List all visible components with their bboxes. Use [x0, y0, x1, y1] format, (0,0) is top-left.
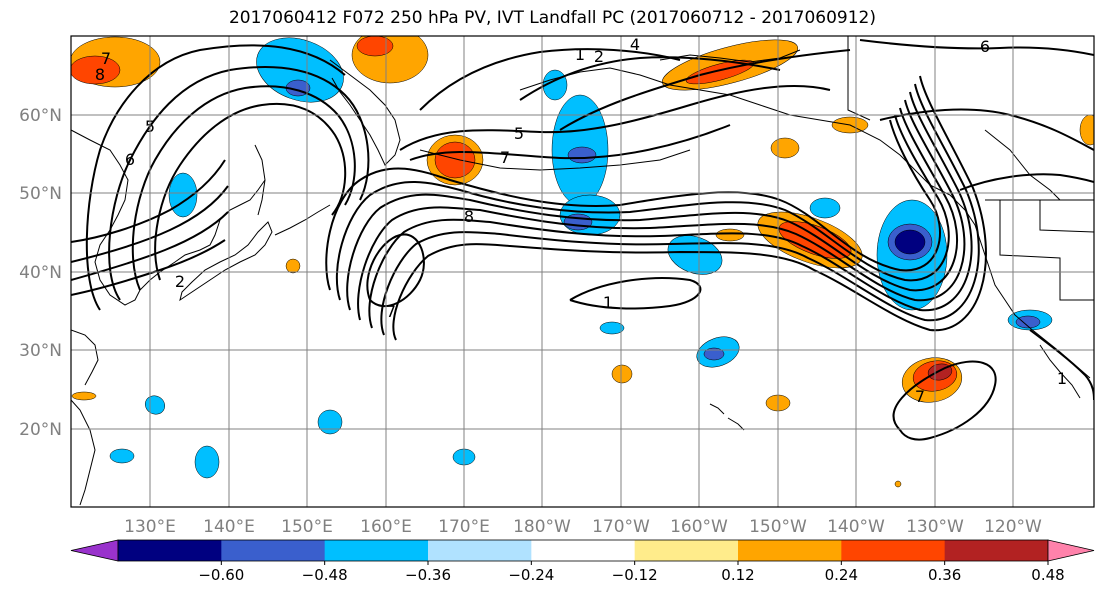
colorbar-tick-labels: −0.60 −0.48 −0.36 −0.24 −0.12 0.12 0.24 0.36 0.4… — [198, 561, 1065, 584]
ivt-anomaly-region — [434, 141, 476, 179]
contour-label: 8 — [464, 207, 474, 226]
colorbar-segment — [324, 540, 429, 561]
ivt-anomaly-region — [71, 391, 97, 401]
lon-label: 160°E — [360, 517, 412, 537]
colorbar-tick-label: 0.36 — [928, 566, 961, 584]
colorbar-tick-label: 0.24 — [825, 566, 858, 584]
contour-label: 7 — [386, 302, 396, 321]
lon-label: 130°W — [906, 517, 964, 537]
colorbar-tick-label: −0.36 — [405, 566, 451, 584]
colorbar-segment — [944, 540, 1049, 561]
lat-label: 20°N — [19, 420, 62, 440]
contour-label: 1 — [1057, 369, 1067, 388]
colorbar-tick-label: 0.48 — [1031, 566, 1064, 584]
colorbar-extend-min — [70, 539, 119, 562]
latitude-labels: 60°N 50°N 40°N 30°N 20°N — [19, 106, 62, 440]
longitude-labels: 130°E 140°E 150°E 160°E 170°E 180°W 170°W 160°W… — [124, 517, 1042, 537]
contour-label: 7 — [915, 387, 925, 406]
lon-label: 160°W — [670, 517, 728, 537]
contour-label: 1 — [575, 45, 585, 64]
ivt-anomaly-region — [356, 36, 394, 57]
contour-label: 8 — [95, 65, 105, 84]
contour-label: 5 — [514, 124, 524, 143]
ivt-anomaly-region — [109, 448, 135, 464]
lon-label: 180°W — [513, 517, 571, 537]
ivt-anomaly-region — [559, 194, 621, 236]
colorbar-tick-label: 0.12 — [721, 566, 754, 584]
ivt-anomaly-region — [285, 258, 301, 274]
graticule — [71, 36, 1094, 507]
colorbar-segment — [841, 540, 946, 561]
ivt-anomaly-region — [194, 445, 220, 479]
colorbar-tick-label: −0.60 — [198, 566, 244, 584]
colorbar-segment — [428, 540, 532, 561]
lat-label: 60°N — [19, 106, 62, 126]
colorbar-segment — [634, 540, 739, 561]
colorbar-extend-max — [1047, 539, 1095, 562]
lat-label: 30°N — [19, 341, 62, 361]
lat-label: 50°N — [19, 184, 62, 204]
lon-label: 170°E — [438, 517, 490, 537]
ivt-anomaly-region — [894, 229, 926, 255]
lon-label: 150°E — [281, 517, 333, 537]
contour-label: 2 — [594, 47, 604, 66]
lon-label: 170°W — [592, 517, 650, 537]
ivt-anomaly-region — [703, 347, 725, 361]
ivt-anomaly-region — [1079, 114, 1094, 146]
lat-label: 40°N — [19, 263, 62, 283]
colorbar-segment — [221, 540, 326, 561]
ivt-anomaly-region — [317, 409, 343, 435]
contour-label: 6 — [125, 150, 135, 169]
colorbar-segment — [531, 540, 636, 561]
ivt-anomaly-region — [715, 228, 745, 242]
contour-label: 4 — [630, 35, 640, 54]
ivt-anomaly-region — [770, 137, 800, 159]
map-border — [70, 35, 1095, 508]
colorbar-tick-label: −0.24 — [508, 566, 554, 584]
lon-label: 130°E — [124, 517, 176, 537]
lon-label: 140°W — [827, 517, 885, 537]
ivt-anomaly-region — [809, 197, 841, 219]
contour-label: 6 — [980, 37, 990, 56]
ivt-anomaly-region — [599, 321, 625, 335]
lon-label: 150°W — [749, 517, 807, 537]
colorbar-tick-label: −0.12 — [612, 566, 658, 584]
ivt-anomaly-region — [611, 364, 633, 384]
ivt-anomaly-region — [1015, 315, 1041, 329]
contour-label: 2 — [175, 272, 185, 291]
contour-label: 1 — [603, 293, 613, 312]
colorbar-segment — [118, 540, 222, 561]
contour-label: 7 — [500, 148, 510, 167]
ivt-anomaly-region — [71, 55, 121, 85]
colorbar-tick-label: −0.48 — [302, 566, 348, 584]
lon-label: 140°E — [203, 517, 255, 537]
contour-label: 7 — [101, 49, 111, 68]
colorbar-segment — [738, 540, 842, 561]
lon-label: 120°W — [984, 517, 1042, 537]
map-title: 2017060412 F072 250 hPa PV, IVT Landfall… — [228, 8, 876, 28]
ivt-anomaly-region — [894, 480, 902, 488]
ivt-anomaly-region — [567, 146, 597, 164]
colorbar — [70, 539, 1095, 562]
